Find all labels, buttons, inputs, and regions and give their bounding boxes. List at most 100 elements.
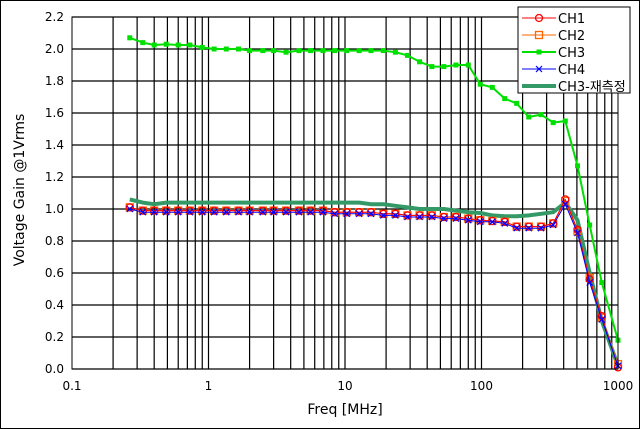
- x-axis-label: Freq [MHz]: [307, 402, 382, 418]
- data-point: [271, 48, 277, 54]
- data-point: [379, 209, 388, 218]
- series-CH3: [127, 35, 621, 343]
- legend-marker: [535, 65, 543, 73]
- legend-entry: CH3-재측정: [522, 80, 626, 95]
- data-point: [259, 208, 267, 216]
- data-point: [175, 42, 181, 48]
- data-point: [125, 203, 134, 212]
- x-tick-label: 0.1: [62, 379, 81, 393]
- data-point: [235, 208, 242, 216]
- data-point: [174, 206, 183, 215]
- x-tick-label: 1: [205, 379, 213, 393]
- plot-area-border: [71, 16, 619, 370]
- data-point: [513, 224, 521, 232]
- data-point: [270, 208, 278, 216]
- data-point: [294, 206, 304, 215]
- data-point: [308, 48, 314, 54]
- data-point: [427, 211, 437, 220]
- data-point: [526, 114, 532, 120]
- data-point: [464, 216, 472, 224]
- data-point: [586, 279, 594, 287]
- data-point: [598, 315, 606, 323]
- legend-entry: CH4: [522, 63, 585, 78]
- data-point: [355, 208, 364, 217]
- data-point: [452, 215, 460, 223]
- data-point: [488, 218, 496, 226]
- data-point: [550, 120, 556, 126]
- data-point: [138, 206, 147, 215]
- data-point: [587, 222, 593, 228]
- legend-marker: [534, 13, 544, 23]
- data-point: [269, 206, 278, 215]
- data-point: [405, 52, 411, 58]
- series-line: [129, 197, 620, 367]
- data-point: [488, 216, 497, 226]
- data-point: [330, 208, 339, 217]
- data-point: [222, 208, 230, 216]
- data-point: [501, 219, 509, 227]
- data-point: [151, 42, 157, 48]
- data-point: [439, 212, 449, 222]
- data-point: [306, 206, 315, 215]
- series-CH3-재측정: [129, 197, 620, 367]
- data-point: [163, 41, 169, 47]
- data-point: [319, 208, 327, 216]
- data-point: [342, 208, 351, 217]
- legend-entry: CH2: [522, 29, 585, 44]
- data-point: [222, 206, 231, 215]
- data-point: [465, 62, 471, 68]
- data-point: [441, 64, 447, 70]
- data-point: [186, 208, 194, 216]
- y-tick-label: 0.2: [45, 330, 64, 344]
- data-point: [295, 208, 303, 216]
- data-point: [561, 200, 569, 208]
- y-tick-label: 2.0: [45, 42, 64, 56]
- data-point: [476, 218, 484, 226]
- data-point: [198, 208, 206, 216]
- data-point: [247, 48, 253, 54]
- legend-label: CH4: [558, 63, 585, 78]
- x-axis-ticks: 0.1 1 10 100 1000: [62, 379, 633, 393]
- y-tick-label: 1.0: [45, 202, 64, 216]
- data-point: [162, 206, 171, 215]
- data-point: [440, 215, 448, 223]
- y-axis-ticks: 0.0 0.2 0.4 0.6 0.8 1.0 1.2 1.4 1.6 1.8 2.0 2.2: [45, 10, 64, 376]
- data-point: [355, 210, 363, 218]
- data-point: [343, 210, 351, 218]
- data-point: [536, 222, 546, 231]
- data-point: [524, 222, 533, 231]
- data-point: [599, 280, 605, 286]
- data-point: [318, 206, 328, 215]
- data-point: [574, 229, 581, 237]
- data-point: [429, 64, 435, 70]
- data-point: [282, 208, 290, 216]
- data-point: [537, 224, 545, 232]
- data-point: [476, 216, 485, 225]
- data-point: [258, 206, 267, 215]
- data-point: [477, 81, 483, 87]
- data-point: [150, 206, 159, 215]
- legend-label: CH3-재측정: [558, 80, 626, 95]
- data-point: [561, 195, 570, 204]
- data-point: [453, 62, 459, 68]
- data-point: [234, 206, 243, 215]
- legend-label: CH2: [558, 29, 585, 44]
- y-tick-label: 0.6: [45, 266, 64, 280]
- data-point: [428, 213, 436, 221]
- data-point: [331, 210, 339, 218]
- y-tick-label: 0.4: [45, 298, 64, 312]
- legend-entry: CH3: [522, 46, 585, 61]
- data-point: [525, 224, 533, 232]
- data-point: [403, 211, 412, 220]
- data-point: [320, 48, 326, 54]
- data-point: [391, 211, 399, 219]
- data-point: [366, 208, 376, 217]
- data-point: [140, 40, 146, 46]
- data-point: [246, 208, 254, 216]
- y-tick-label: 2.2: [45, 10, 64, 24]
- data-point: [415, 211, 424, 220]
- data-point: [368, 48, 374, 54]
- data-point: [549, 219, 558, 228]
- data-point: [344, 48, 350, 54]
